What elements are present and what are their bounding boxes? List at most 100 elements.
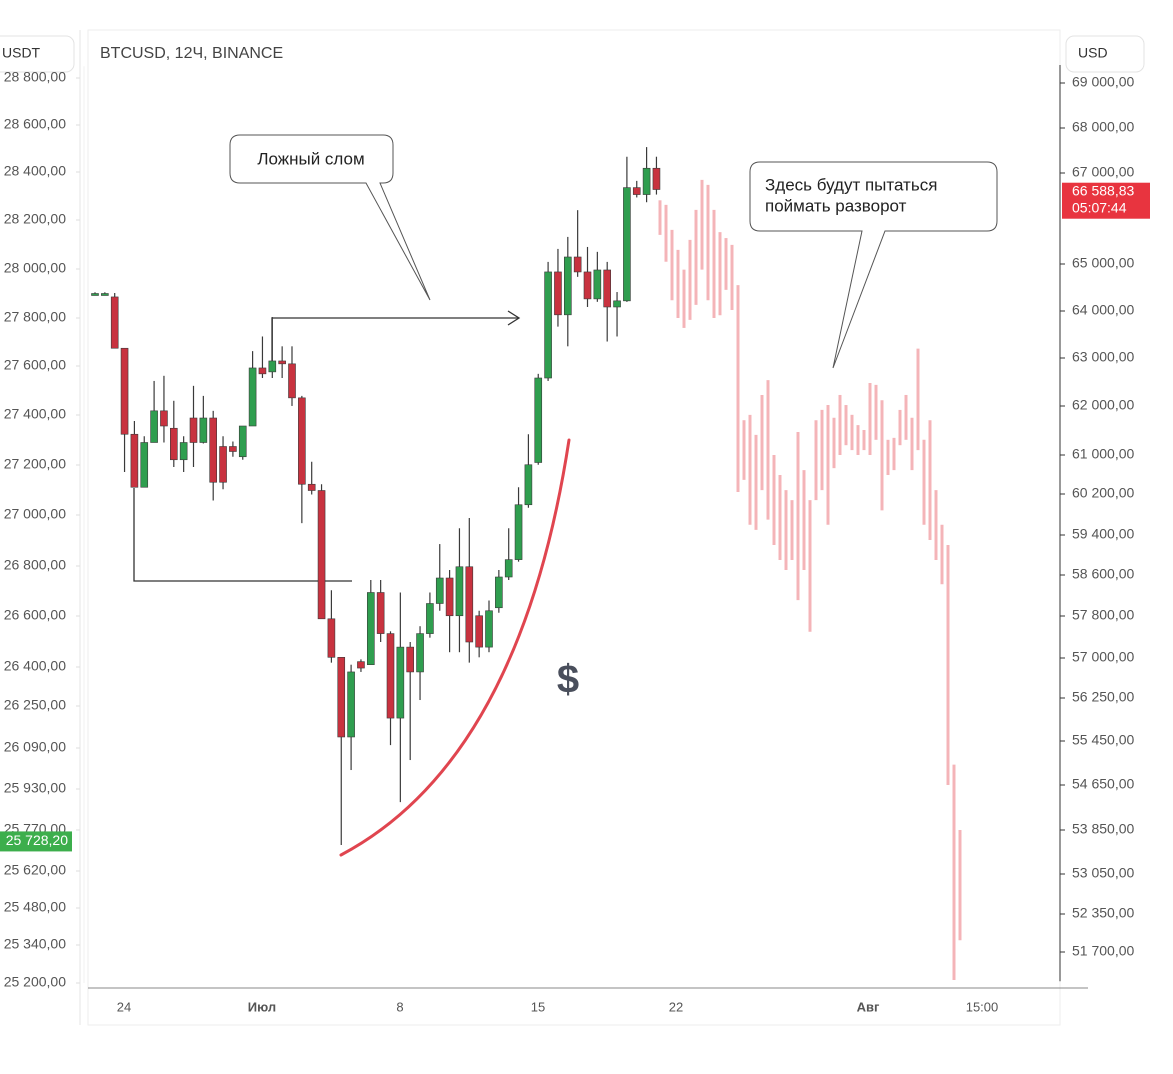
y2-tick-label: 53 850,00 — [1072, 821, 1134, 837]
x-tick-label: 22 — [669, 999, 683, 1014]
y-tick-label: 27 200,00 — [4, 456, 66, 472]
y2-tick-label: 58 600,00 — [1072, 566, 1134, 582]
candle-body — [573, 256, 582, 273]
candle-body — [337, 657, 346, 738]
y-tick-label: 28 000,00 — [4, 260, 66, 276]
candle-body — [435, 577, 444, 604]
candle-body — [386, 633, 395, 719]
y2-tick-label: 56 250,00 — [1072, 689, 1134, 705]
left-axis-label: USDT — [2, 45, 41, 61]
recovery-curve — [339, 438, 571, 857]
candle-body — [426, 603, 434, 634]
watermark: $ — [557, 658, 579, 702]
y-tick-label: 28 600,00 — [4, 116, 66, 132]
y-tick-label: 26 400,00 — [4, 658, 66, 674]
candle-body — [623, 187, 631, 302]
x-tick-label: 15 — [531, 999, 545, 1014]
y-tick-label: 26 600,00 — [4, 607, 66, 623]
candle-body — [170, 427, 178, 461]
candle-body — [583, 271, 592, 300]
y2-tick-label: 65 000,00 — [1072, 255, 1134, 271]
candle-body — [179, 442, 188, 461]
candle-body — [396, 646, 405, 719]
candle-body — [189, 417, 198, 443]
x-tick-label: 8 — [396, 999, 403, 1014]
annotation: Ложный слом — [257, 149, 364, 168]
y2-tick-label: 57 000,00 — [1072, 649, 1134, 665]
candle-body — [563, 256, 572, 316]
candle-body — [120, 347, 129, 435]
y2-tick-label: 52 350,00 — [1072, 905, 1134, 921]
x-tick-label: Июл — [248, 999, 276, 1014]
y-tick-label: 26 800,00 — [4, 557, 66, 573]
candle-body — [534, 377, 543, 463]
y2-tick-label: 53 050,00 — [1072, 865, 1134, 881]
candle-body — [248, 367, 257, 427]
y-tick-label: 25 200,00 — [4, 974, 66, 990]
price-badge — [1062, 182, 1150, 219]
x-tick-label: 24 — [117, 999, 131, 1014]
y-tick-label: 28 200,00 — [4, 211, 66, 227]
candle-body — [209, 417, 217, 483]
candle-body — [357, 661, 365, 669]
y-tick-label: 25 620,00 — [4, 862, 66, 878]
last-price-badge — [0, 831, 72, 852]
y2-tick-label: 60 200,00 — [1072, 485, 1134, 501]
y2-tick-label: 64 000,00 — [1072, 302, 1134, 318]
candle-body — [130, 433, 139, 488]
last-price-label: 25 728,20 — [6, 832, 68, 848]
chart-title: BTCUSD, 12Ч, BINANCE — [100, 45, 283, 62]
candle-body — [347, 671, 355, 738]
candle-body — [524, 464, 533, 506]
x-tick-label: 15:00 — [966, 999, 999, 1014]
candle-body — [613, 300, 621, 308]
y-tick-label: 27 400,00 — [4, 406, 66, 422]
candle-body — [445, 577, 454, 617]
annotation: Здесь будут пытаться — [765, 175, 937, 194]
candle-body — [91, 293, 99, 296]
candle-body — [504, 559, 513, 578]
candle-body — [632, 187, 641, 195]
candle-body — [268, 360, 277, 373]
y-tick-label: 26 090,00 — [4, 739, 66, 755]
support-line — [133, 488, 352, 582]
candle-body — [554, 271, 562, 316]
candle-body — [238, 425, 247, 458]
candle-body — [475, 615, 483, 648]
y-tick-label: 27 600,00 — [4, 357, 66, 373]
candle-body — [288, 363, 296, 399]
annotation: поймать разворот — [765, 196, 907, 215]
right-axis-label: USD — [1078, 45, 1108, 61]
x-tick-label: Авг — [857, 999, 880, 1014]
candle-body — [258, 367, 267, 375]
callout — [749, 161, 998, 369]
y2-tick-label: 63 000,00 — [1072, 349, 1134, 365]
y-tick-label: 26 250,00 — [4, 697, 66, 713]
candles — [91, 147, 661, 846]
candle-body — [101, 293, 109, 296]
right-axis-badge — [1065, 35, 1145, 73]
arrow-head — [507, 310, 521, 326]
candle-body — [110, 296, 119, 349]
y-tick-label: 25 930,00 — [4, 780, 66, 796]
price-label: 66 588,83 — [1072, 182, 1134, 198]
candle-body — [416, 633, 424, 673]
candle-body — [485, 610, 493, 648]
candle-body — [593, 269, 602, 300]
candle-body — [603, 269, 612, 308]
y2-tick-label: 57 800,00 — [1072, 607, 1134, 623]
candle-body — [327, 618, 336, 658]
y-tick-label: 27 800,00 — [4, 309, 66, 325]
candle-body — [229, 446, 237, 452]
candle-body — [406, 646, 415, 673]
projection — [658, 179, 962, 981]
y-tick-label: 27 000,00 — [4, 506, 66, 522]
candle-body — [652, 167, 661, 190]
y2-tick-label: 54 650,00 — [1072, 776, 1134, 792]
y2-tick-label: 55 450,00 — [1072, 732, 1134, 748]
candle-body — [160, 410, 168, 427]
candle-body — [307, 483, 316, 491]
y2-tick-label: 61 000,00 — [1072, 446, 1134, 462]
y2-tick-label: 68 000,00 — [1072, 119, 1134, 135]
